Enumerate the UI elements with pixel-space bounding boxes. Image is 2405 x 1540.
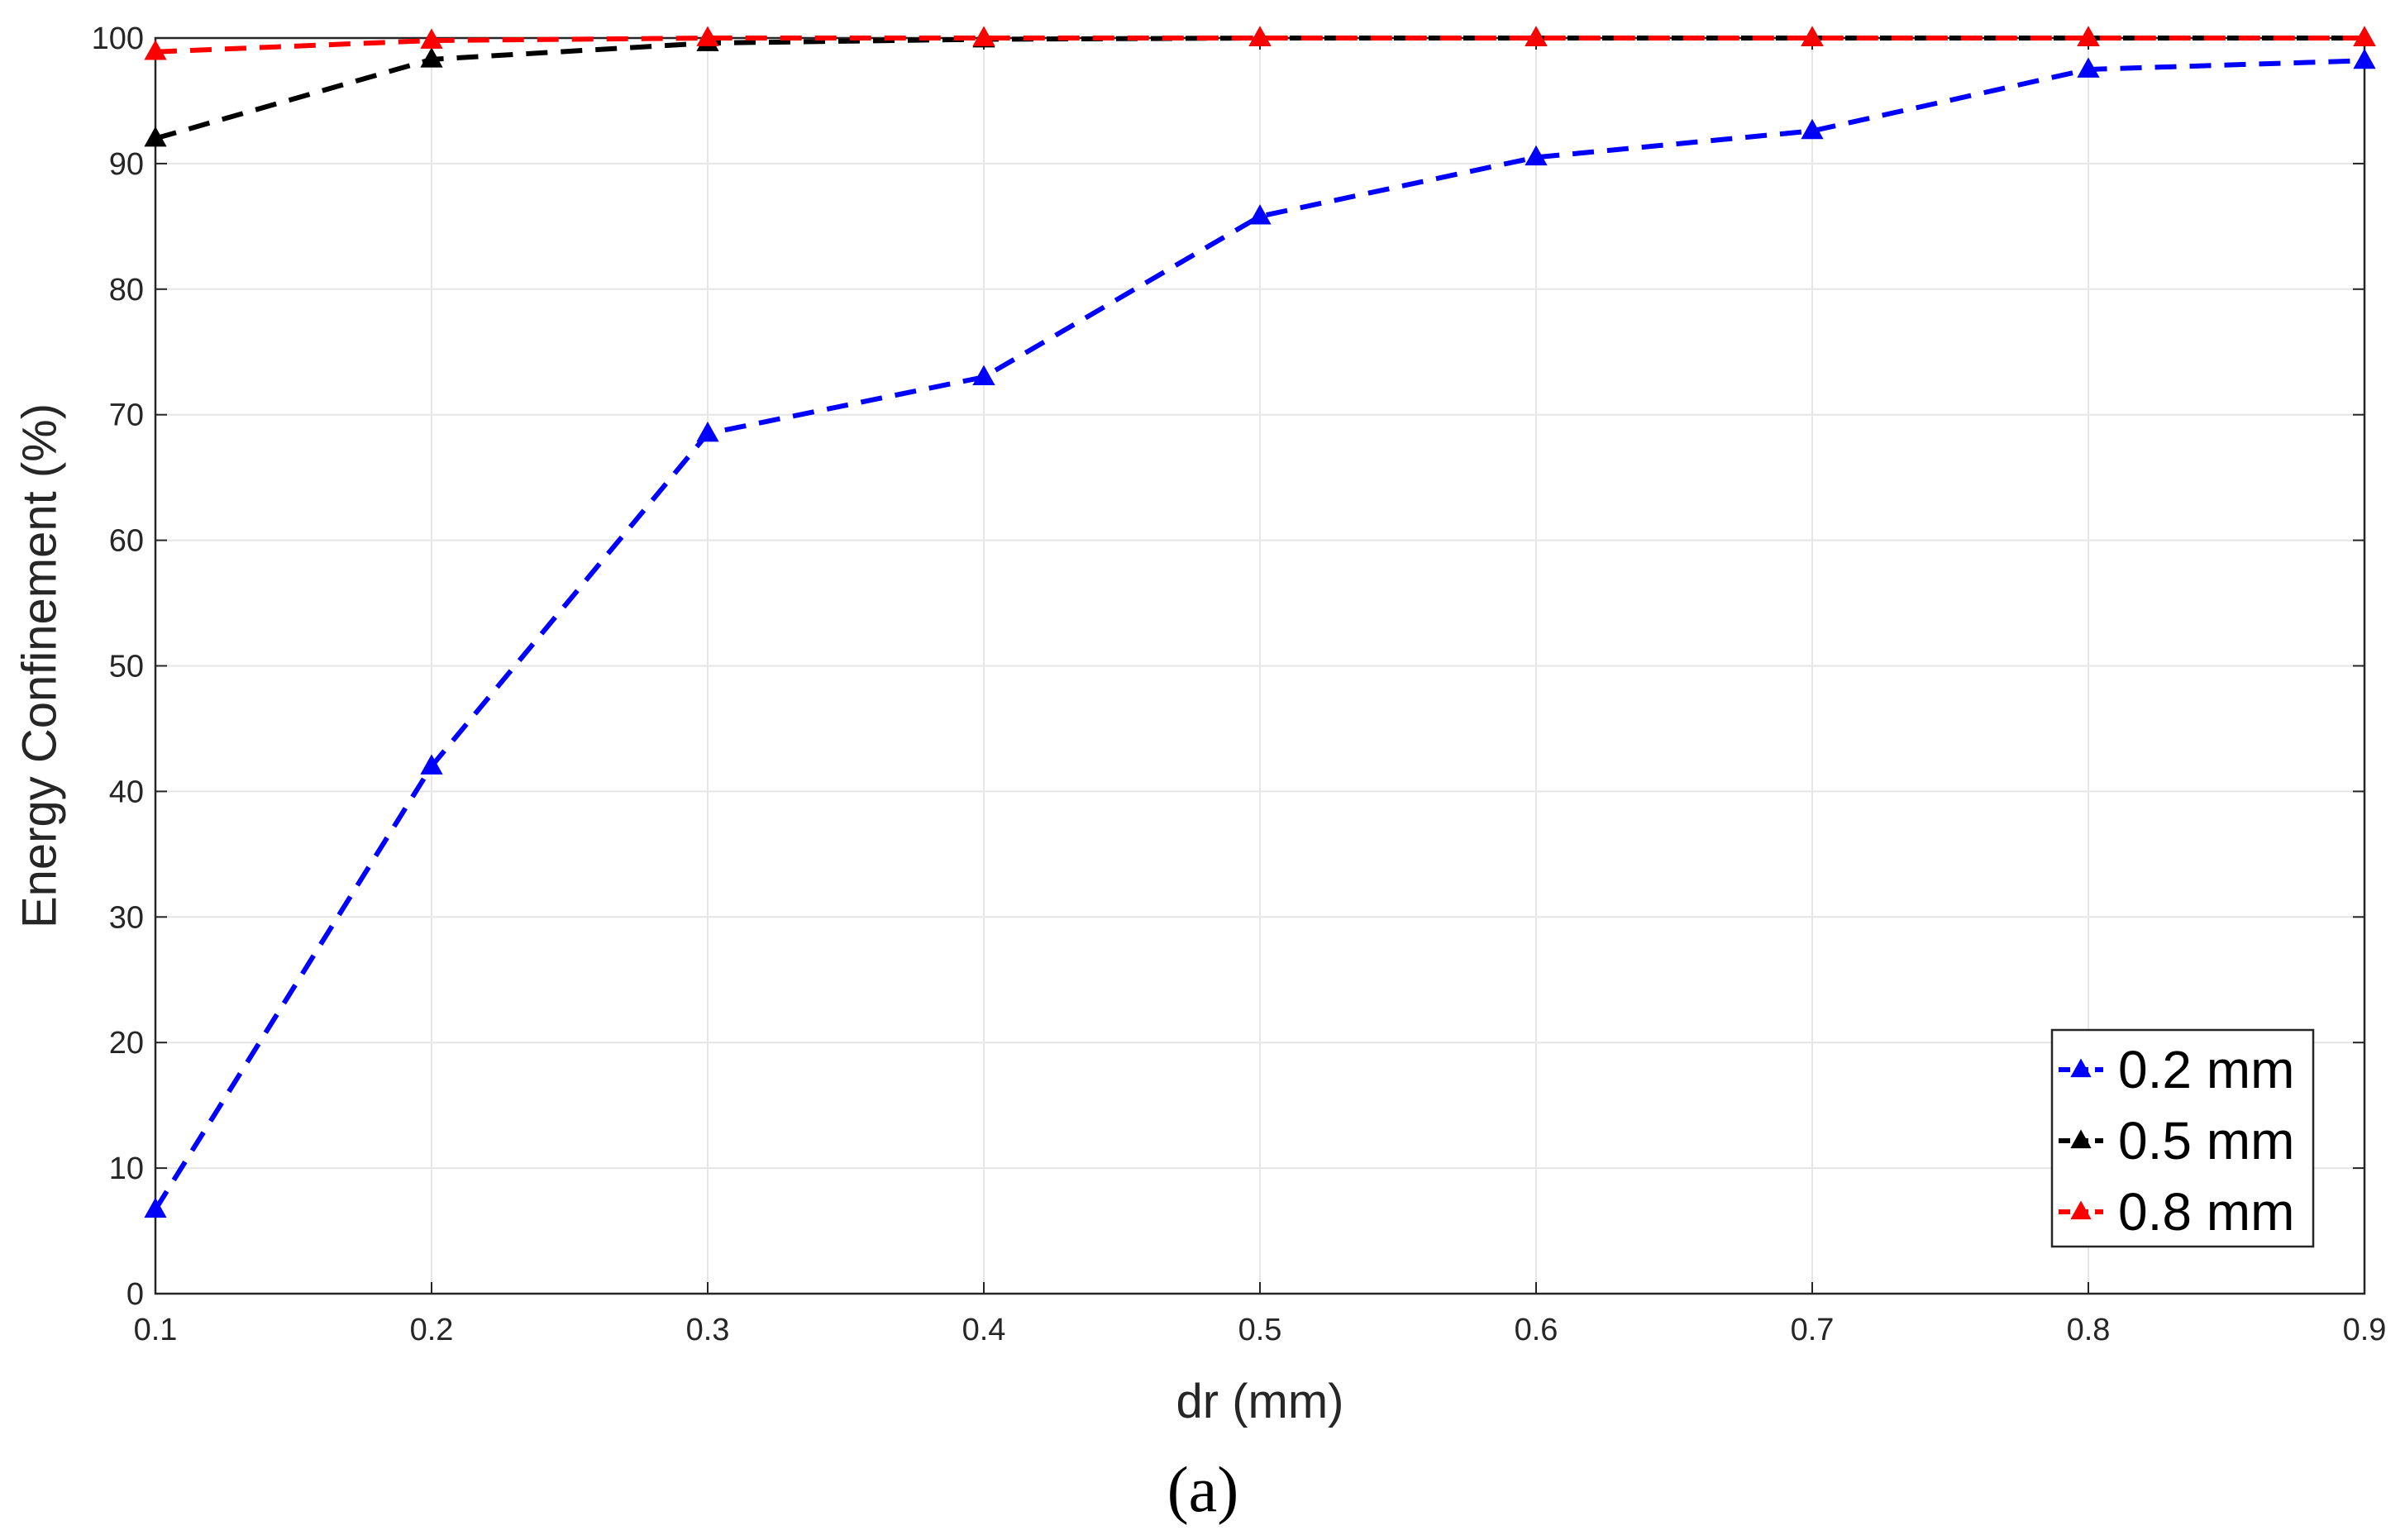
data-point (420, 47, 443, 68)
legend: 0.2 mm 0.5 mm 0.8 mm (2050, 1028, 2315, 1248)
y-tick-label: 50 (109, 650, 144, 684)
series-line (153, 58, 2365, 1211)
x-axis-title: dr (mm) (1176, 1375, 1344, 1428)
x-tick-label: 0.6 (1515, 1313, 1558, 1347)
legend-item: 0.8 mm (2059, 1182, 2294, 1242)
data-point (1525, 26, 1548, 46)
data-point (2353, 26, 2376, 46)
x-tick-label: 0.8 (2067, 1313, 2111, 1347)
data-point (1525, 145, 1548, 166)
y-axis-title: Energy Confinement (%) (12, 403, 66, 928)
legend-marker (2070, 1058, 2092, 1078)
legend-label: 0.5 mm (2118, 1111, 2294, 1170)
y-tick-label: 40 (109, 775, 144, 809)
figure-caption: (a) (1167, 1453, 1239, 1525)
x-tick-label: 0.7 (1791, 1313, 1835, 1347)
legend-item: 0.5 mm (2059, 1111, 2294, 1170)
x-tick-label: 0.4 (962, 1313, 1006, 1347)
y-tick-label: 100 (92, 21, 144, 56)
data-point (420, 28, 443, 49)
data-point (1801, 118, 1824, 140)
legend-marker (2070, 1200, 2092, 1220)
data-point (696, 26, 719, 46)
series-0.2-mm (144, 48, 2376, 1218)
x-tick-label: 0.2 (410, 1313, 454, 1347)
y-tick-label: 90 (109, 147, 144, 182)
data-point (2077, 26, 2100, 46)
x-tick-label: 0.1 (134, 1313, 178, 1347)
y-tick-label: 0 (126, 1277, 144, 1312)
data-point (1248, 204, 1272, 225)
series-line (155, 36, 2364, 55)
y-tick-label: 70 (109, 398, 144, 433)
data-point (696, 421, 719, 442)
x-tick-label: 0.5 (1238, 1313, 1282, 1347)
y-tick-label: 30 (109, 900, 144, 935)
data-point (1801, 26, 1824, 46)
legend-label: 0.2 mm (2118, 1040, 2294, 1099)
tick-labels: 0.1 0.2 0.3 0.4 0.5 0.6 0.7 0.8 0.9 0 10 20 30 40 50 60… (92, 21, 2387, 1347)
y-tick-label: 10 (109, 1151, 144, 1186)
y-tick-label: 20 (109, 1026, 144, 1061)
data-point (420, 754, 443, 775)
legend-item: 0.2 mm (2059, 1040, 2294, 1099)
x-tick-label: 0.9 (2343, 1313, 2387, 1347)
data-point (2353, 48, 2376, 69)
series-lines (144, 26, 2376, 1218)
x-tick-label: 0.3 (686, 1313, 730, 1347)
data-point (972, 365, 995, 385)
legend-label: 0.8 mm (2118, 1182, 2294, 1242)
y-tick-label: 80 (109, 273, 144, 308)
series-0.8-mm (144, 26, 2376, 60)
y-tick-label: 60 (109, 524, 144, 559)
data-point (2077, 57, 2100, 78)
data-point (144, 126, 167, 147)
data-point (144, 1197, 167, 1218)
data-point (972, 26, 995, 46)
legend-marker (2070, 1129, 2092, 1149)
data-point (144, 40, 167, 60)
data-point (1248, 26, 1272, 46)
